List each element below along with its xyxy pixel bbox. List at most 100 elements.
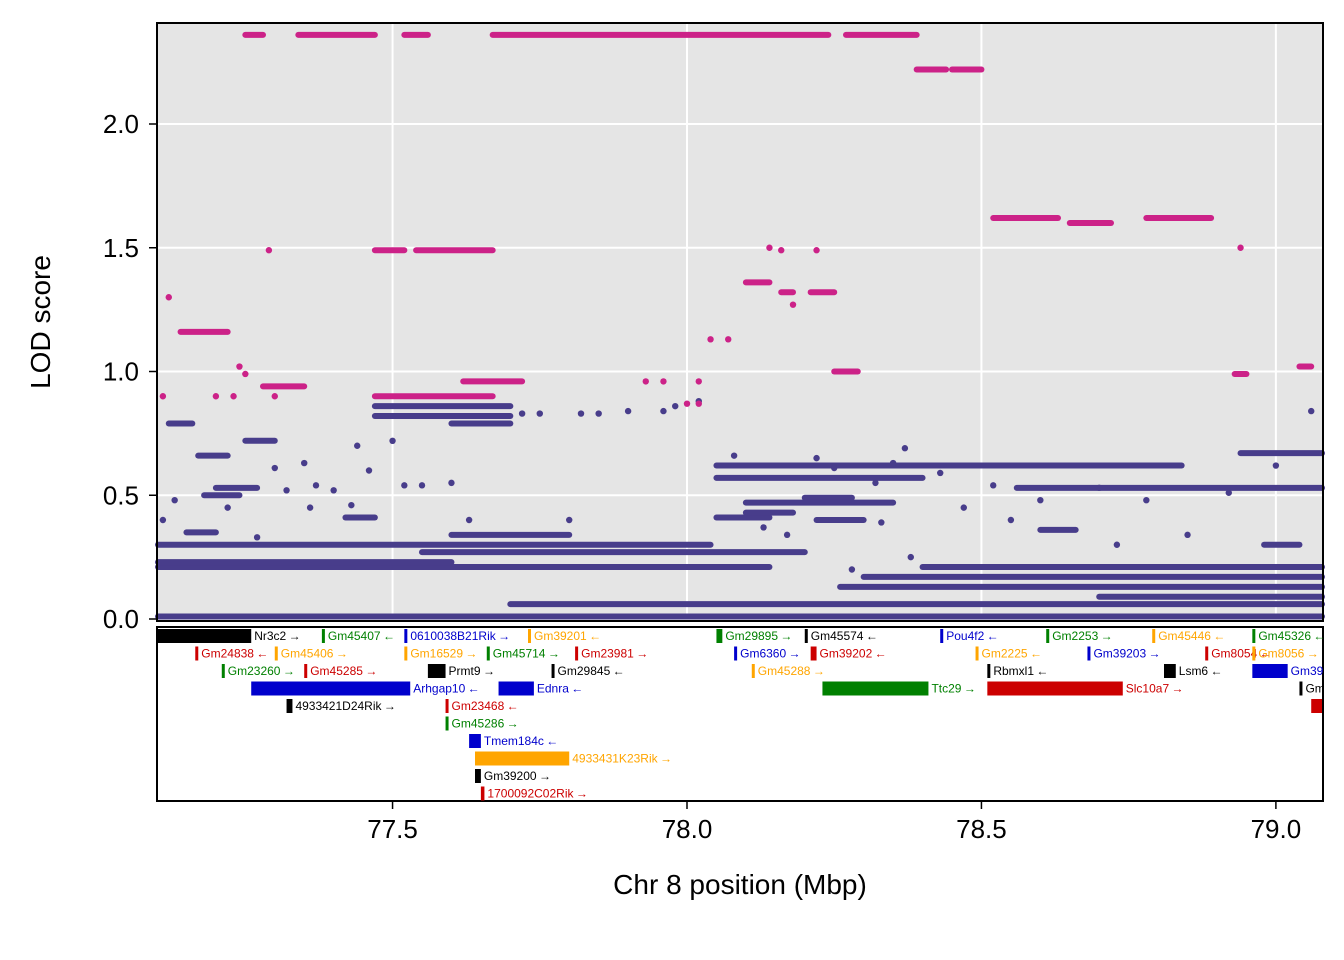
gene-box [498, 681, 534, 696]
lod-point [789, 301, 797, 308]
gene-box [1205, 646, 1209, 661]
gene-label: Gm2225 ← [982, 647, 1042, 661]
gene-box [551, 664, 555, 678]
lod-point [1007, 516, 1015, 524]
lod-point [730, 452, 738, 459]
gene-label: Prmt9 → [449, 664, 495, 678]
lod-point [1037, 497, 1044, 504]
gene-box [274, 646, 278, 661]
y-axis-label: LOD score [25, 255, 56, 389]
lod-point [566, 516, 573, 524]
lod-point [271, 393, 278, 400]
lod-point [901, 445, 909, 452]
lod-point [672, 402, 679, 410]
lod-point [778, 247, 785, 254]
x-axis-ticks: 77.5 78.0 78.5 79.0 [367, 801, 1301, 844]
gene-box [810, 646, 817, 661]
gene-box [1087, 646, 1091, 661]
lod-point [536, 410, 543, 417]
gene-box [304, 664, 308, 678]
gene-label: Gm23981 → [581, 647, 648, 661]
lod-point [301, 459, 308, 467]
y-tick-label: 1.0 [103, 357, 139, 387]
lod-point [1272, 462, 1280, 469]
gene-box [734, 646, 738, 661]
lod-point [595, 410, 602, 417]
lod-point [907, 553, 914, 561]
lod-point [418, 482, 426, 489]
lod-point [1143, 497, 1150, 504]
lod-point [518, 410, 526, 417]
lod-point [660, 407, 667, 415]
gene-label: Gm39202 ← [820, 647, 887, 661]
lod-point [159, 516, 167, 524]
gene-box [251, 681, 411, 696]
gene-label: Gm45326 ← [1258, 629, 1325, 643]
gene-box [404, 629, 408, 643]
lod-point [725, 336, 732, 343]
y-tick-label: 2.0 [103, 109, 139, 139]
gene-box [1252, 629, 1256, 643]
lod-point [695, 378, 702, 385]
gene-label: Arhgap10 ← [413, 682, 479, 696]
y-tick-label: 1.5 [103, 233, 139, 263]
gene-label: 4933431K23Rik → [572, 752, 672, 766]
gene-box [716, 629, 723, 643]
gene-box [1299, 681, 1303, 696]
gene-label: Gm8056 → [1258, 647, 1318, 661]
lod-point [330, 487, 337, 494]
gene-box [975, 646, 979, 661]
lod-point [683, 400, 691, 407]
gene-box [804, 629, 808, 643]
gene-label: Nr3c2 → [254, 629, 300, 643]
lod-point [465, 516, 473, 524]
lod-point [271, 464, 278, 472]
gene-label: Gm45286 → [452, 717, 519, 731]
lod-point [312, 482, 320, 489]
lod-point [1096, 484, 1103, 492]
lod-point [760, 524, 767, 531]
gene-label: Tmem184c ← [484, 734, 558, 748]
gene-label: Gm29845 ← [558, 664, 625, 678]
gene-label: Pou4f2 ← [946, 629, 998, 643]
x-tick-label: 79.0 [1251, 814, 1302, 844]
lod-point [660, 378, 667, 385]
gene-label: Gm45446 ← [1158, 629, 1225, 643]
x-tick-label: 77.5 [367, 814, 418, 844]
lod-point [1184, 531, 1191, 539]
lod-point [577, 410, 585, 417]
lod-point [236, 363, 243, 370]
gene-label: Gm6360 → [740, 647, 800, 661]
gene-box [480, 786, 485, 801]
y-axis-ticks: 0.0 0.5 1.0 1.5 2.0 [103, 109, 157, 634]
gene-label: Gm23468 ← [452, 699, 519, 713]
gene-box [195, 646, 199, 661]
gene-label: Gm39203 → [1093, 647, 1160, 661]
gene-box [575, 646, 579, 661]
lod-point [306, 504, 314, 511]
lod-point [1237, 244, 1244, 251]
gene-box [158, 629, 252, 643]
plot-frame [156, 22, 1324, 622]
lod-point [448, 479, 455, 487]
lod-point [831, 464, 838, 472]
gene-label: Gm45574 ← [811, 629, 878, 643]
gene-label: Gm39201 ← [534, 629, 601, 643]
gene-box [987, 681, 1123, 696]
gene-box [1164, 664, 1176, 678]
lod-point [624, 407, 632, 415]
gene-label: Rbmxl1 ← [993, 664, 1048, 678]
lod-point [165, 294, 172, 301]
lod-point [230, 393, 237, 400]
gene-box [822, 681, 929, 696]
lod-point [783, 531, 791, 539]
lod-point [283, 487, 290, 494]
lod-point [265, 247, 273, 254]
gene-box [286, 699, 293, 713]
lod-point [242, 370, 249, 378]
gene-label: 0610038B21Rik → [410, 629, 510, 643]
gene-label: Gm2253 → [1052, 629, 1112, 643]
gene-box [987, 664, 991, 678]
lod-point [889, 459, 897, 467]
